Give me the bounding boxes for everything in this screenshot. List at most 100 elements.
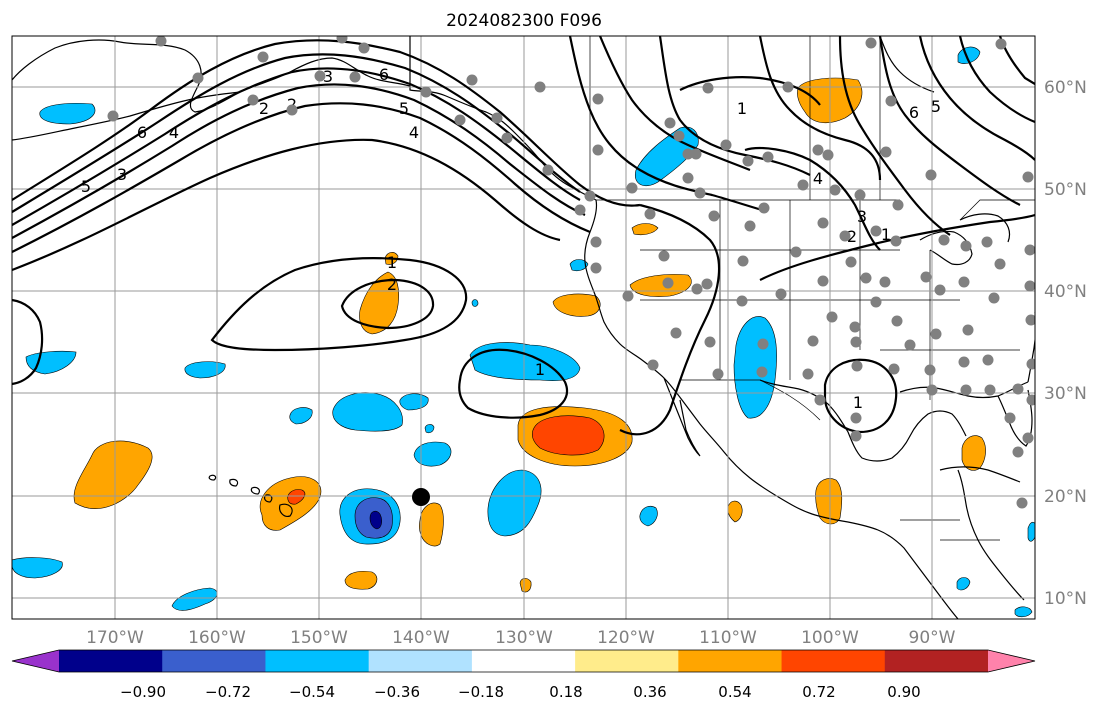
lat-label: 30°N bbox=[1044, 384, 1087, 404]
contour-label: 5 bbox=[399, 99, 409, 118]
colorbar bbox=[11, 649, 1036, 673]
positive-anomaly-region bbox=[419, 502, 444, 547]
lat-label: 40°N bbox=[1044, 282, 1087, 302]
station-dot bbox=[590, 262, 602, 274]
lon-label: 150°W bbox=[290, 628, 348, 648]
colorbar-tick-label: 0.90 bbox=[887, 683, 920, 701]
negative-anomaly-region bbox=[39, 102, 96, 125]
station-dot bbox=[314, 70, 326, 82]
station-dot bbox=[926, 384, 938, 396]
strong-positive-anomaly-region bbox=[531, 415, 605, 456]
colorbar-extension-low bbox=[12, 650, 59, 672]
station-dot bbox=[930, 328, 942, 340]
negative-anomaly-region bbox=[289, 407, 313, 425]
station-dot bbox=[1026, 358, 1035, 370]
colorbar-extension-high bbox=[988, 650, 1035, 672]
station-dot bbox=[247, 94, 259, 106]
contour-label: 3 bbox=[323, 67, 333, 86]
negative-anomaly-region bbox=[487, 469, 542, 537]
positive-anomaly-region bbox=[727, 500, 743, 523]
station-dot bbox=[664, 117, 676, 129]
station-dot bbox=[890, 235, 902, 247]
station-dot bbox=[349, 71, 361, 83]
station-dot bbox=[644, 208, 656, 220]
colorbar-bin bbox=[265, 650, 370, 672]
station-dot bbox=[626, 182, 638, 194]
station-dot bbox=[904, 339, 916, 351]
station-dot bbox=[622, 290, 634, 302]
station-dot bbox=[982, 354, 994, 366]
station-dot bbox=[839, 230, 851, 242]
station-dot bbox=[737, 255, 749, 267]
station-dot bbox=[358, 42, 370, 54]
station-dot bbox=[590, 236, 602, 248]
contour-label: 3 bbox=[117, 165, 127, 184]
station-dot bbox=[812, 144, 824, 156]
station-dot bbox=[466, 74, 478, 86]
station-dot bbox=[107, 110, 119, 122]
station-dot bbox=[1025, 314, 1035, 326]
colorbar-bin bbox=[59, 650, 163, 672]
negative-anomaly-region bbox=[569, 259, 589, 272]
colorbar-bin bbox=[368, 650, 473, 672]
lon-label: 160°W bbox=[188, 628, 246, 648]
colorbar-bin bbox=[884, 650, 989, 672]
station-dot bbox=[924, 364, 936, 376]
station-dot bbox=[885, 95, 897, 107]
colorbar-bin bbox=[471, 650, 576, 672]
colorbar-bin bbox=[575, 650, 679, 672]
station-dot bbox=[988, 292, 1000, 304]
contour-label: 1 bbox=[853, 393, 863, 412]
station-dot bbox=[879, 276, 891, 288]
station-dot bbox=[758, 202, 770, 214]
station-dot bbox=[850, 430, 862, 442]
station-dot bbox=[860, 272, 872, 284]
colorbar-bin bbox=[678, 650, 783, 672]
negative-anomaly-region bbox=[469, 342, 581, 381]
contour-label: 6 bbox=[379, 65, 389, 84]
station-dot bbox=[870, 296, 882, 308]
station-dot bbox=[744, 220, 756, 232]
lon-label: 170°W bbox=[86, 628, 144, 648]
station-dot bbox=[762, 151, 774, 163]
station-dot bbox=[702, 82, 714, 94]
positive-anomaly-region bbox=[631, 223, 659, 236]
station-dot bbox=[822, 149, 834, 161]
contour-labels: 6 5 4 3 2 6 5 4 3 2 1 2 1 1 1 6 5 4 3 2 … bbox=[81, 65, 941, 412]
station-dot bbox=[1012, 446, 1024, 458]
lat-label: 50°N bbox=[1044, 180, 1087, 200]
station-dot bbox=[802, 368, 814, 380]
map-frame bbox=[11, 35, 1036, 620]
station-dot bbox=[790, 246, 802, 258]
station-dot bbox=[797, 179, 809, 191]
station-dot bbox=[736, 295, 748, 307]
station-markers bbox=[107, 36, 1035, 509]
negative-anomaly-region bbox=[471, 299, 479, 307]
station-dot bbox=[192, 72, 204, 84]
lon-label: 90°W bbox=[909, 628, 956, 648]
colorbar-tick-label: −0.90 bbox=[120, 683, 166, 701]
lat-label: 20°N bbox=[1044, 487, 1087, 507]
colorbar-tick-label: −0.72 bbox=[205, 683, 251, 701]
negative-anomaly-region bbox=[25, 350, 77, 375]
colorbar-tick-label: −0.54 bbox=[289, 683, 335, 701]
station-dot bbox=[782, 81, 794, 93]
contour-label: 1 bbox=[737, 99, 747, 118]
station-dot bbox=[742, 155, 754, 167]
station-dot bbox=[880, 146, 892, 158]
lat-label: 10°N bbox=[1044, 589, 1087, 609]
contour-label: 4 bbox=[169, 123, 179, 142]
station-dot bbox=[850, 336, 862, 348]
station-dot bbox=[501, 132, 513, 144]
station-dot bbox=[888, 363, 900, 375]
station-dot bbox=[712, 368, 724, 380]
lon-label: 120°W bbox=[597, 628, 655, 648]
station-dot bbox=[673, 130, 685, 142]
station-dot bbox=[865, 37, 877, 49]
contour-label: 1 bbox=[387, 253, 397, 272]
longitude-labels: 170°W 160°W 150°W 140°W 130°W 120°W 110°… bbox=[86, 628, 956, 648]
contour-label: 2 bbox=[387, 275, 397, 294]
negative-anomaly-region bbox=[424, 424, 435, 434]
station-dot bbox=[958, 356, 970, 368]
